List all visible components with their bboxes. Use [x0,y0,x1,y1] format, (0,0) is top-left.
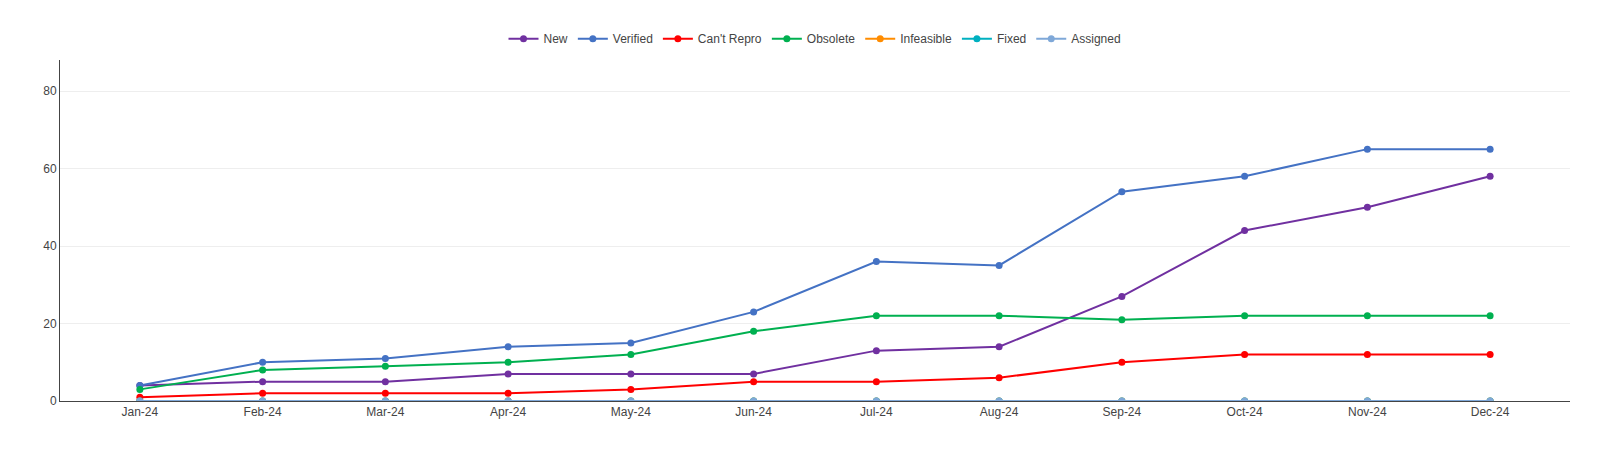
svg-text:Verified: Verified [613,32,653,46]
svg-text:Dec-24: Dec-24 [1471,405,1510,419]
svg-text:May-24: May-24 [611,405,651,419]
svg-text:Jul-24: Jul-24 [860,405,893,419]
svg-text:0: 0 [50,394,57,408]
svg-text:Obsolete: Obsolete [807,32,855,46]
svg-text:Nov-24: Nov-24 [1348,405,1387,419]
svg-text:Apr-24: Apr-24 [490,405,526,419]
svg-text:Oct-24: Oct-24 [1227,405,1263,419]
svg-text:80: 80 [43,84,57,98]
svg-text:Can't Repro: Can't Repro [698,32,762,46]
svg-text:Feb-24: Feb-24 [244,405,282,419]
svg-text:Infeasible: Infeasible [900,32,952,46]
svg-text:Mar-24: Mar-24 [366,405,404,419]
svg-text:Sep-24: Sep-24 [1103,405,1142,419]
svg-text:20: 20 [43,317,57,331]
svg-text:Jan-24: Jan-24 [122,405,159,419]
svg-text:New: New [544,32,568,46]
svg-text:Fixed: Fixed [997,32,1026,46]
svg-text:Aug-24: Aug-24 [980,405,1019,419]
svg-text:Assigned: Assigned [1071,32,1120,46]
svg-text:40: 40 [43,239,57,253]
svg-text:60: 60 [43,162,57,176]
svg-text:Jun-24: Jun-24 [735,405,772,419]
